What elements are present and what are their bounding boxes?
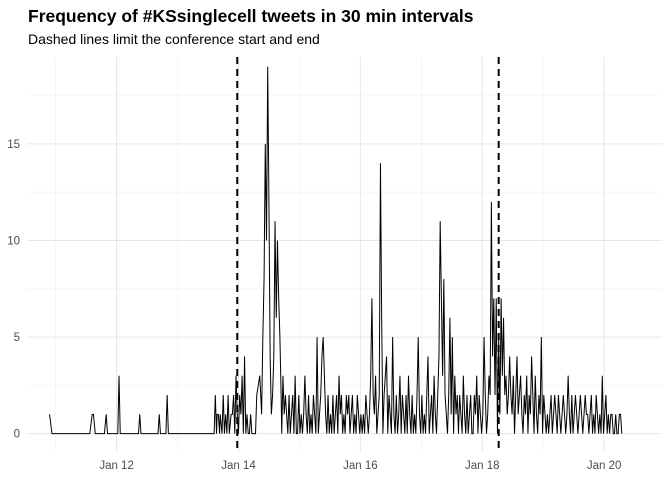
y-tick-label: 5 [14,332,20,344]
chart-subtitle: Dashed lines limit the conference start … [28,31,320,47]
x-tick-label: Jan 14 [221,460,256,472]
chart-title: Frequency of #KSsinglecell tweets in 30 … [28,6,474,26]
tweets-series-line [49,66,623,435]
axis-labels: 0 5 10 15 Jan 12 Jan 14 Jan 16 Jan 18 Jan 20 [7,139,621,472]
x-tick-label: Jan 20 [587,460,622,472]
y-tick-label: 0 [14,429,20,441]
x-tick-label: Jan 18 [465,460,500,472]
y-tick-label: 10 [7,235,20,247]
y-tick-label: 15 [7,139,20,151]
conference-markers [236,57,500,452]
series-layer [49,66,623,435]
grid [27,57,662,452]
x-tick-label: Jan 16 [343,460,378,472]
x-tick-label: Jan 12 [99,460,134,472]
